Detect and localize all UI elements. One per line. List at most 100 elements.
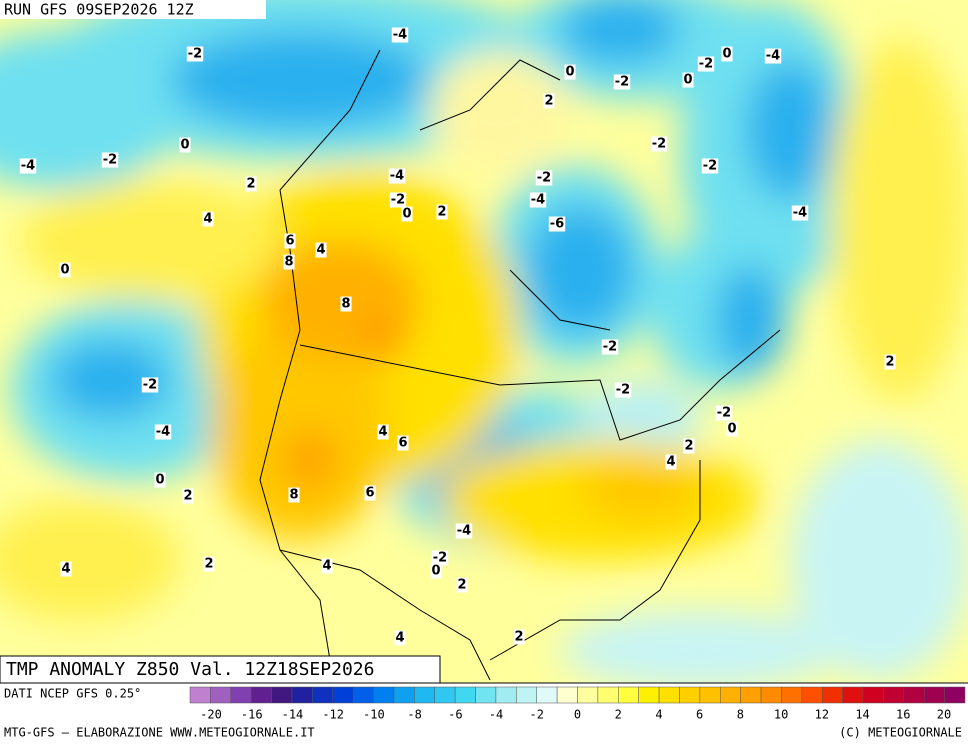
contour-label-bg [543,93,555,109]
contour-label: 4 [322,559,331,574]
legend-swatch [475,686,497,704]
contour-label-bg [321,558,333,574]
contour-label: -2 [433,551,447,566]
legend-swatch [250,686,272,704]
contour-label-bg [154,424,172,440]
contour-label-bg [791,205,809,221]
contour-label-bg [455,523,473,539]
legend-swatch [760,686,782,704]
legend-swatch [903,686,925,704]
contour-label: 8 [284,255,293,270]
legend-swatch [781,686,803,704]
contour-label-bg [60,561,72,577]
legend-label: 10 [774,708,788,722]
legend-swatch [516,686,537,704]
legend-swatch [699,686,721,704]
contour-label: -4 [766,49,780,64]
contour-label-bg [513,629,525,645]
contour-label-bg [401,206,413,222]
header-box [0,0,266,19]
legend-swatch [883,686,905,704]
legend-swatch [944,686,966,704]
contour-label-bg [364,485,376,501]
legend-swatch [434,686,456,704]
contour-label: -2 [703,159,717,174]
contour-label: -2 [143,378,157,393]
legend-swatch [454,686,476,704]
contour-label: -4 [21,159,35,174]
legend-label: -4 [489,708,503,722]
contour-label: 0 [727,422,736,437]
contour-label-bg [203,556,215,572]
contour-label-bg [614,382,632,398]
contour-label-bg [202,211,214,227]
contour-label-bg [726,421,738,437]
contour-label-bg [764,48,782,64]
contour-label-bg [141,377,159,393]
contour-label: 4 [666,455,675,470]
contour-label-bg [548,216,566,232]
contour-label: 2 [514,630,523,645]
legend-swatch [373,686,395,704]
legend-label: -12 [322,708,344,722]
contour-label: 4 [395,631,404,646]
contour-label: -4 [457,524,471,539]
contour-label: 4 [316,243,325,258]
contour-label: 4 [203,212,212,227]
contour-label: 6 [365,486,374,501]
contour-label: -2 [103,153,117,168]
contour-label-bg [701,158,719,174]
contour-label-bg [613,74,631,90]
legend-swatch [720,686,741,704]
legend-swatch [597,686,619,704]
legend-label: -10 [363,708,385,722]
contour-label-bg [186,46,204,62]
contour-label: -4 [531,193,545,208]
legend-label: 0 [574,708,581,722]
legend-label: 20 [937,708,951,722]
contour-label: -2 [391,193,405,208]
legend-swatch [414,686,435,704]
legend-label: -14 [282,708,304,722]
contour-label-bg [389,192,407,208]
contour-label-bg [154,472,166,488]
contour-label-bg [179,137,191,153]
contour-label-bg [182,488,194,504]
contour-label-bg [59,262,71,278]
contour-label-bg [19,158,37,174]
legend-label: -20 [200,708,222,722]
contour-label-bg [284,233,296,249]
title-box [0,655,441,684]
contour-label: -6 [550,217,564,232]
contour-label-bg [650,136,668,152]
contour-label: 4 [61,562,70,577]
contour-label: 2 [457,578,466,593]
contour-label: -2 [717,406,731,421]
legend-label: 8 [737,708,744,722]
legend-swatch [842,686,864,704]
contour-label: -2 [652,137,666,152]
legend-swatch [679,686,701,704]
legend-swatch [332,686,354,704]
contour-label-bg [884,354,896,370]
map-title: TMP ANOMALY Z850 Val. 12Z18SEP2026 [6,659,374,680]
legend-swatch [801,686,823,704]
contour-label: 6 [398,436,407,451]
contour-label: -4 [793,206,807,221]
legend-swatch [495,686,517,704]
contour-label: 0 [565,65,574,80]
legend-label: 14 [855,708,869,722]
contour-label-bg [288,487,300,503]
contour-label-bg [682,72,694,88]
legend-swatch [577,686,599,704]
legend-swatch [393,686,415,704]
contour-label-bg [431,550,449,566]
legend-label: -6 [448,708,462,722]
legend-label: -8 [407,708,421,722]
legend-swatch [312,686,334,704]
contour-label-bg [456,577,468,593]
contour-label: 0 [60,263,69,278]
legend-swatch [210,686,232,704]
